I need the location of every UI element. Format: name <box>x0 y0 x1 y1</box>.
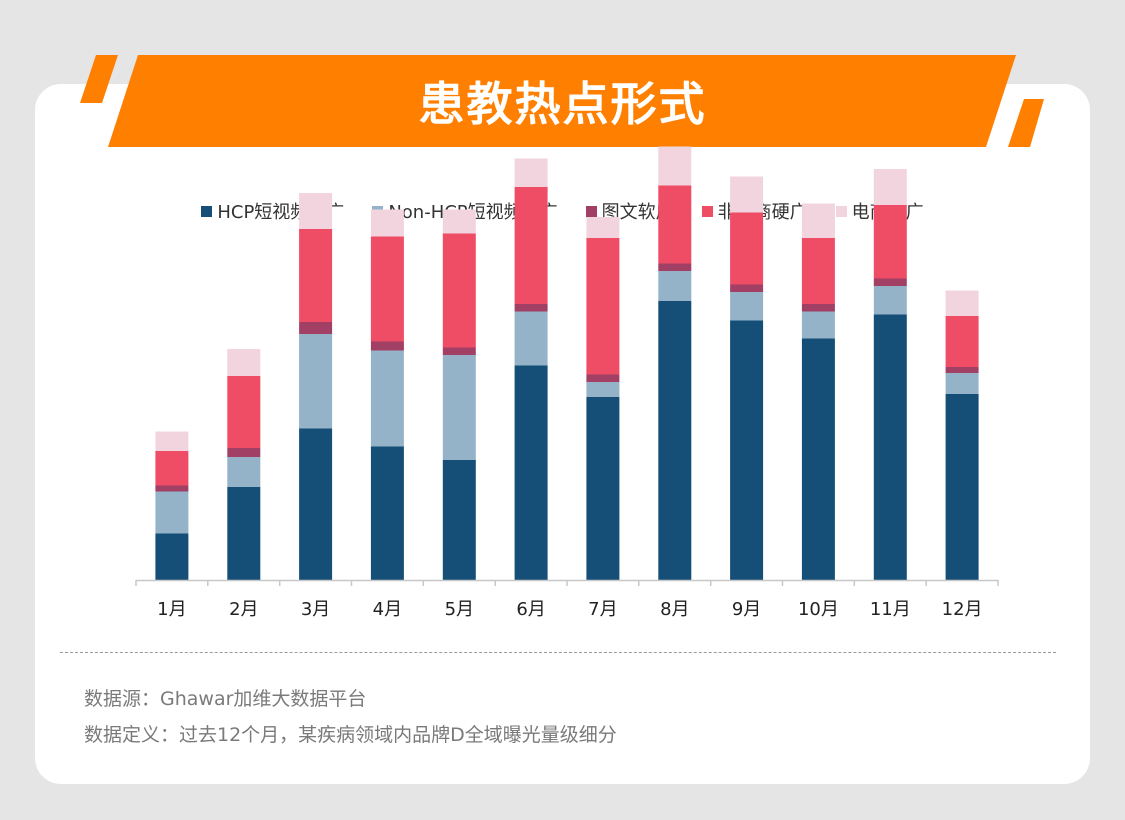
footer-divider <box>60 652 1056 653</box>
x-tick-label: 2月 <box>229 599 258 620</box>
bar-segment <box>586 217 620 238</box>
bar-segment <box>442 233 476 348</box>
x-tick-label: 11月 <box>870 599 911 620</box>
bar-segment <box>155 451 189 486</box>
bar-segment <box>227 349 261 376</box>
bar-segment <box>370 446 404 580</box>
bar-segment <box>586 374 620 382</box>
x-tick-label: 7月 <box>588 599 617 620</box>
bar-segment <box>658 146 692 186</box>
bar-segment <box>945 290 979 316</box>
legend-swatch <box>701 205 713 217</box>
bar-segment <box>658 185 692 264</box>
bar-segment <box>945 316 979 367</box>
bar-segment <box>801 338 835 580</box>
bar-segment <box>801 304 835 312</box>
x-tick-label: 8月 <box>660 599 689 620</box>
bar-segment <box>299 229 333 322</box>
bar-segment <box>155 431 189 451</box>
bar-segment <box>514 304 548 312</box>
bar-segment <box>514 365 548 580</box>
bar-segment <box>227 457 261 487</box>
legend-swatch <box>201 205 213 217</box>
bar-segment <box>370 350 404 447</box>
bar-segment <box>227 487 261 580</box>
x-tick-label: 5月 <box>445 599 474 620</box>
content-card <box>35 84 1090 784</box>
banner-left-accent <box>80 55 118 103</box>
bar-segment <box>299 334 333 429</box>
banner-shapes <box>80 55 1044 147</box>
bar-segment <box>586 382 620 397</box>
bar-segment <box>155 491 189 534</box>
bar-segment <box>155 533 189 580</box>
x-axis: 1月 2月 3月 4月 5月 6月 7月 8月 9月 10月 11月 12月 <box>135 579 999 620</box>
x-tick-label: 1月 <box>157 599 186 620</box>
bar-segment <box>730 284 764 292</box>
bar-segment <box>730 176 764 213</box>
bar-segment <box>442 460 476 580</box>
x-tick-label: 6月 <box>516 599 545 620</box>
bar-segment <box>155 485 189 492</box>
banner-right-accent <box>1008 99 1044 147</box>
bar-segment <box>658 301 692 580</box>
legend-swatch <box>835 205 847 217</box>
x-tick-label: 3月 <box>301 599 330 620</box>
x-tick-label: 4月 <box>373 599 402 620</box>
x-tick-label: 10月 <box>798 599 839 620</box>
bar-segment <box>299 193 333 229</box>
bar-segment <box>442 209 476 234</box>
bar-segment <box>801 238 835 304</box>
bar-segment <box>945 394 979 580</box>
bar-segment <box>658 271 692 301</box>
page-title: 患教热点形式 <box>418 77 707 131</box>
bar-segment <box>586 238 620 375</box>
bar-segment <box>370 236 404 342</box>
bar-segment <box>873 278 907 286</box>
banner-main <box>108 55 1016 147</box>
bar-segment <box>514 187 548 304</box>
bar-segment <box>873 169 907 205</box>
bar-segment <box>227 448 261 457</box>
bar-segment <box>873 314 907 580</box>
bar-segment <box>730 320 764 580</box>
x-tick-label: 9月 <box>732 599 761 620</box>
bar-segment <box>730 212 764 285</box>
x-tick-label: 12月 <box>942 599 983 620</box>
bar-segment <box>945 373 979 394</box>
data-definition-text: 数据定义：过去12个月，某疾病领域内品牌D全域曝光量级细分 <box>84 724 617 746</box>
bar-segment <box>873 286 907 315</box>
bar-segment <box>658 263 692 271</box>
bar-segment <box>945 367 979 373</box>
bar-segment <box>514 311 548 366</box>
bar-segment <box>801 203 835 238</box>
data-source-text: 数据源：Ghawar加维大数据平台 <box>84 688 367 710</box>
legend-swatch <box>585 205 597 217</box>
bar-segment <box>370 209 404 237</box>
legend-item: 图文软广 <box>585 198 674 224</box>
bar-segment <box>586 397 620 580</box>
stacked-bar-chart: 1月 2月 3月 4月 5月 6月 7月 8月 9月 10月 11月 12月 <box>135 146 999 620</box>
bar-segment <box>299 322 333 334</box>
bar-segment <box>514 158 548 187</box>
bar-segment <box>227 376 261 448</box>
bar-segment <box>442 347 476 355</box>
bar-segment <box>442 355 476 460</box>
bar-segment <box>873 205 907 279</box>
bar-segment <box>801 311 835 339</box>
legend-label: 图文软广 <box>601 202 674 223</box>
bar-segment <box>299 428 333 580</box>
bar-group <box>155 146 979 580</box>
bar-segment <box>730 292 764 321</box>
bar-segment <box>370 341 404 351</box>
